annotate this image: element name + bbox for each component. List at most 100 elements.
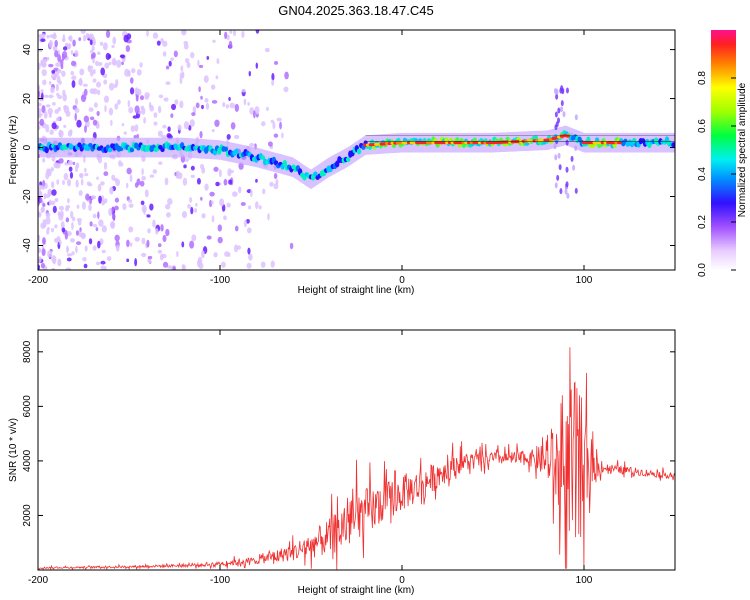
spectrogram-noise-blob: [97, 240, 101, 249]
spectrogram-noise-blob: [93, 68, 96, 75]
spectrogram-noise-blob: [205, 102, 210, 110]
spectrogram-noise-blob: [97, 211, 100, 220]
spectrogram-noise-blob: [203, 75, 209, 83]
spectrogram-frame: [37, 29, 676, 271]
snr-series-line: [38, 347, 675, 570]
spectrogram-noise-blob: [92, 119, 98, 126]
spectrogram-noise-blob: [147, 228, 151, 234]
colorbar-ticks: 0.0 0.2 0.4 0.6 0.8: [697, 71, 736, 277]
spectrogram-noise-blob: [43, 58, 48, 63]
colorbar-tick-label: 0.8: [697, 71, 708, 85]
spectrogram-marks: [38, 30, 675, 270]
spectrogram-noise-blob: [134, 87, 139, 95]
spectrogram-noise-blob: [158, 94, 164, 99]
spectrogram-spike-blob: [553, 143, 557, 150]
spectrogram-noise-blob: [139, 62, 143, 68]
spectrogram-noise-blob: [38, 48, 43, 53]
spectrogram-noise-blob: [95, 60, 99, 67]
spectrogram-noise-blob: [100, 67, 105, 76]
spectrogram-noise-blob: [273, 173, 278, 180]
spectrogram-spike-blob: [565, 139, 569, 146]
spectrogram-noise-blob: [228, 40, 233, 49]
spectrogram-noise-blob: [76, 204, 80, 209]
spectrogram-noise-blob: [130, 125, 136, 133]
spectrogram-noise-blob: [47, 107, 53, 115]
spectrogram-spike-blob: [558, 164, 562, 171]
spectrogram-noise-blob: [75, 241, 82, 246]
colorbar-gradient: [711, 30, 736, 270]
spectrogram-noise-blob: [194, 207, 198, 213]
spectrogram-noise-blob: [148, 101, 152, 109]
spectrogram-noise-blob: [237, 186, 242, 194]
spectrogram-noise-blob: [179, 75, 183, 85]
spectrogram-noise-blob: [275, 178, 279, 185]
spectrogram-noise-blob: [51, 72, 57, 80]
spectrogram-noise-blob: [198, 86, 201, 93]
spectrogram-noise-blob: [103, 171, 109, 177]
spectrogram-noise-blob: [219, 198, 225, 207]
spectrogram-noise-blob: [41, 248, 46, 256]
spectrogram-noise-blob: [88, 238, 93, 245]
spectrogram-noise-blob: [97, 51, 101, 55]
spectrogram-noise-blob: [108, 61, 112, 66]
spectrogram-noise-blob: [66, 257, 72, 262]
spectrogram-noise-blob: [72, 39, 76, 47]
spectrogram-noise-blob: [42, 203, 46, 208]
spectrogram-noise-blob: [234, 103, 240, 112]
spectrogram-noise-blob: [211, 99, 218, 104]
spectrogram-noise-blob: [181, 241, 185, 248]
spectrogram-noise-blob: [165, 203, 171, 210]
spectrogram-noise-blob: [90, 195, 97, 200]
spectrogram-noise-blob: [281, 132, 284, 139]
spectrogram-noise-blob: [89, 197, 92, 205]
spectrogram-noise-blob: [42, 62, 47, 67]
spectrogram-noise-blob: [63, 105, 68, 110]
spectrogram-noise-blob: [209, 191, 215, 197]
spectrogram-noise-blob: [160, 224, 164, 232]
spectrogram-noise-blob: [74, 112, 77, 121]
spectrogram-noise-blob: [44, 182, 48, 189]
spectrogram-noise-blob: [104, 104, 107, 113]
spectrogram-noise-blob: [60, 221, 65, 229]
spectrogram-noise-blob: [75, 230, 80, 236]
spectrogram-spike-blob: [554, 182, 558, 189]
spectrogram-noise-blob: [56, 179, 60, 185]
spectrogram-noise-blob: [61, 50, 68, 59]
spectrogram-noise-blob: [119, 54, 125, 59]
spectrogram-noise-blob: [152, 219, 156, 228]
spectrogram-spike-blob: [564, 188, 568, 195]
spectrogram-noise-blob: [51, 70, 56, 74]
spectrogram-noise-blob: [218, 169, 222, 178]
spectrogram-noise-blob: [139, 180, 145, 187]
spectrogram-noise-blob: [191, 112, 196, 117]
spectrogram-spike-blob: [565, 166, 569, 173]
spectrogram-noise-blob: [158, 161, 163, 165]
spectrogram-noise-blob: [123, 34, 129, 43]
spectrogram-noise-blob: [206, 55, 210, 60]
spectrogram-noise-blob: [189, 197, 193, 203]
spectrogram-noise-blob: [79, 68, 85, 76]
spectrogram-noise-blob: [78, 37, 82, 41]
spectrogram-noise-blob: [79, 77, 83, 86]
spectrogram-noise-blob: [149, 203, 154, 211]
spectrogram-noise-blob: [111, 57, 117, 66]
spectrogram-noise-blob: [255, 62, 259, 69]
spectrogram-noise-blob: [80, 178, 84, 186]
spectrogram-noise-blob: [74, 164, 79, 173]
spectrogram-noise-blob: [182, 177, 188, 186]
spectrogram-noise-blob: [165, 81, 171, 86]
spectrogram-noise-blob: [261, 121, 266, 127]
spectrogram-noise-blob: [175, 170, 181, 179]
spectrogram-noise-blob: [181, 210, 187, 219]
spectrogram-noise-blob: [40, 262, 45, 269]
spectrogram-noise-blob: [225, 104, 229, 109]
spectrogram-spike-blob: [560, 106, 564, 113]
spectrogram-noise-blob: [97, 89, 101, 95]
spectrogram-noise-blob: [123, 131, 128, 135]
spectrogram-noise-blob: [115, 244, 120, 252]
spectrogram-noise-blob: [200, 196, 203, 201]
spectrogram-noise-blob: [51, 189, 57, 196]
spectrogram-noise-blob: [93, 102, 98, 108]
spectrogram-noise-blob: [45, 216, 51, 225]
